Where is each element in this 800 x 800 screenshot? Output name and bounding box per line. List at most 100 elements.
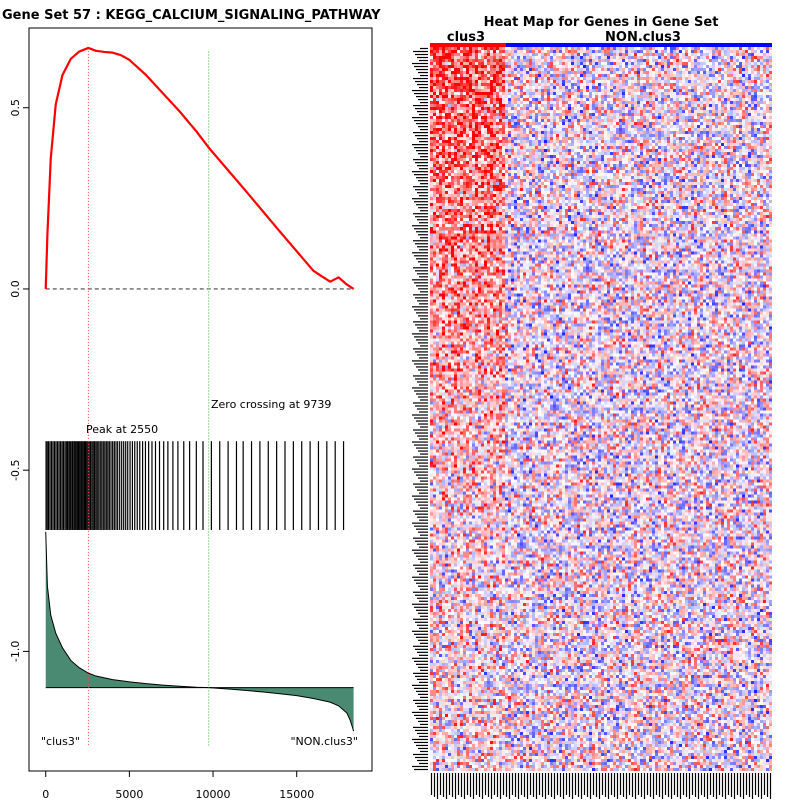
row-label-mark [414,120,428,122]
row-label-mark [417,543,428,545]
row-label-mark [416,528,428,530]
column-label-mark [589,773,592,799]
row-label-mark [413,618,428,620]
column-label-mark [598,773,601,799]
row-label-mark [415,567,428,569]
row-label-mark [418,720,428,723]
column-label-mark [607,773,610,799]
row-label-mark [413,672,428,674]
row-label-mark [417,462,428,464]
row-label-mark [412,765,428,768]
column-label-mark [493,773,496,795]
row-label-mark [420,345,428,347]
row-label-mark [420,426,428,428]
row-label-mark [414,228,428,230]
row-label-mark [420,210,428,212]
row-label-mark [414,471,428,473]
row-label-mark [416,258,428,260]
column-label-mark [571,773,574,799]
column-label-mark [472,773,475,799]
column-label-mark [631,773,634,797]
column-label-mark [484,773,487,795]
x-tick-label: 15000 [279,788,314,800]
column-label-mark [466,773,469,795]
column-label-mark [655,773,658,795]
row-label-mark [412,468,428,470]
column-label-mark [454,773,457,799]
column-label-mark [574,773,577,795]
row-label-mark [417,597,428,599]
column-label-mark [511,773,514,795]
row-label-mark [415,189,428,191]
row-label-mark [413,104,428,107]
row-label-mark [415,378,428,380]
column-label-mark [550,773,553,797]
row-label-mark [418,450,428,452]
row-label-mark [415,729,428,732]
row-label-mark [417,435,428,437]
column-label-mark [751,773,754,799]
row-label-mark [415,540,428,542]
column-label-mark [562,773,565,799]
row-label-mark [417,705,428,708]
column-label-mark [436,773,439,799]
row-label-mark [414,255,428,257]
column-label-mark [475,773,478,795]
row-label-mark [420,534,428,536]
row-label-mark [419,519,428,521]
row-label-mark [418,612,428,614]
peak-annotation: Peak at 2550 [86,423,158,436]
row-label-mark [416,744,428,747]
ranking-metric-fill [45,531,354,732]
row-label-mark [412,630,428,632]
row-label-mark [420,237,428,239]
row-label-mark [417,489,428,491]
y-tick-label: -0.5 [9,459,22,480]
x-tick-label: 5000 [115,788,143,800]
row-label-mark [417,408,428,410]
column-label-mark [739,773,742,797]
column-label-mark [568,773,571,797]
row-label-mark [414,282,428,284]
column-label-mark [442,773,445,797]
column-label-mark [481,773,484,799]
column-label-mark [688,773,691,799]
y-tick-label: -1.0 [9,641,22,662]
column-label-mark [514,773,517,797]
row-label-mark [415,107,428,110]
row-label-mark [414,633,428,635]
column-label-mark [496,773,499,797]
row-label-mark [420,588,428,590]
column-label-mark [658,773,661,797]
row-label-mark [418,423,428,425]
column-label-mark [661,773,664,799]
x-tick-label: 10000 [196,788,231,800]
row-label-mark [420,507,428,509]
row-label-mark [419,168,428,170]
column-label-mark [745,773,748,795]
row-label-mark [418,126,428,128]
column-label-mark [604,773,607,797]
row-label-mark [415,486,428,488]
row-label-mark [419,465,428,467]
row-label-mark [413,564,428,566]
row-label-mark [415,53,428,56]
row-label-mark [412,738,428,741]
column-label-mark [691,773,694,795]
zero-crossing-annotation: Zero crossing at 9739 [211,398,331,411]
row-label-mark [414,417,428,419]
column-label-mark [541,773,544,797]
enrichment-curve-layer [44,46,355,746]
heatmap-row-labels [412,47,428,771]
row-label-mark [415,513,428,515]
row-label-mark [415,702,428,705]
row-label-mark [412,62,428,65]
column-label-mark [505,773,508,797]
row-label-mark [419,762,428,765]
ranking-metric-line [45,531,355,732]
enrichment-plot-frame [28,27,373,772]
column-label-mark [676,773,679,797]
row-label-mark [420,399,428,401]
column-label-mark [637,773,640,795]
row-label-mark [418,98,428,101]
